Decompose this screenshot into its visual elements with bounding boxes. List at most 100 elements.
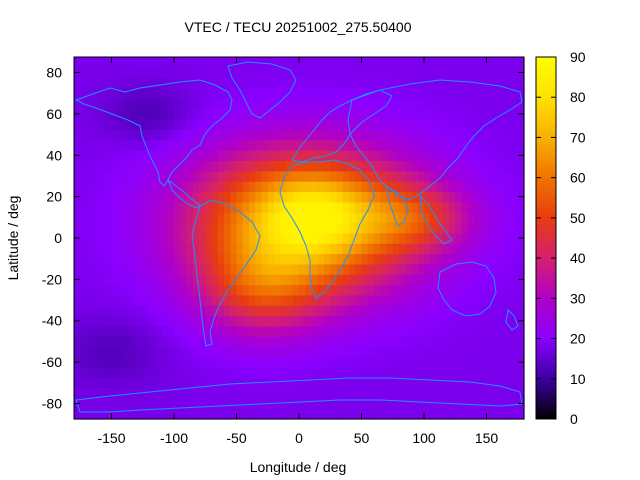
heatmap-cell xyxy=(430,88,438,99)
heatmap-cell xyxy=(292,191,300,203)
heatmap-cell xyxy=(161,387,169,399)
heatmap-cell xyxy=(180,170,188,182)
heatmap-cell xyxy=(455,57,463,68)
heatmap-cell xyxy=(117,346,125,358)
heatmap-cell xyxy=(449,408,456,420)
heatmap-cell xyxy=(355,305,363,317)
heatmap-cell xyxy=(305,263,313,275)
heatmap-cell xyxy=(311,377,319,389)
heatmap-cell xyxy=(280,377,288,389)
coast-europe xyxy=(291,89,393,163)
heatmap-cell xyxy=(174,129,181,141)
heatmap-cell xyxy=(505,88,513,99)
heatmap-cell xyxy=(261,274,269,286)
heatmap-cell xyxy=(317,408,325,420)
heatmap-cell xyxy=(317,191,325,203)
heatmap-cell xyxy=(105,232,113,244)
heatmap-cell xyxy=(192,201,200,213)
heatmap-cell xyxy=(261,346,269,358)
heatmap-cell xyxy=(305,108,313,120)
heatmap-cell xyxy=(367,336,375,348)
heatmap-cell xyxy=(474,253,481,265)
heatmap-cell xyxy=(374,160,381,172)
heatmap-cell xyxy=(105,325,113,337)
heatmap-cell xyxy=(80,315,88,327)
heatmap-cell xyxy=(436,129,444,141)
heatmap-cell xyxy=(80,67,88,79)
heatmap-cell xyxy=(186,57,194,68)
heatmap-cell xyxy=(74,387,81,399)
heatmap-cell xyxy=(186,119,194,130)
heatmap-cell xyxy=(130,57,138,68)
heatmap-cell xyxy=(211,294,219,306)
heatmap-cell xyxy=(349,191,356,203)
heatmap-cell xyxy=(211,336,219,348)
heatmap-cell xyxy=(417,77,425,89)
heatmap-cell xyxy=(342,284,350,296)
heatmap-cell xyxy=(74,243,81,255)
heatmap-cell xyxy=(186,108,194,120)
heatmap-cell xyxy=(242,284,250,296)
heatmap-cell xyxy=(80,398,88,410)
heatmap-cell xyxy=(417,160,425,172)
heatmap-cell xyxy=(474,108,481,120)
heatmap-cell xyxy=(274,212,281,224)
heatmap-cell xyxy=(80,232,88,244)
coast-asia xyxy=(347,79,523,201)
heatmap-cell xyxy=(105,274,113,286)
heatmap-cell xyxy=(299,305,306,317)
heatmap-cell xyxy=(467,150,475,162)
heatmap-cell xyxy=(511,325,519,337)
heatmap-cell xyxy=(417,170,425,182)
heatmap-cell xyxy=(492,398,500,410)
heatmap-cell xyxy=(355,294,363,306)
heatmap-cell xyxy=(299,294,306,306)
heatmap-cell xyxy=(192,284,200,296)
heatmap-cell xyxy=(311,57,319,68)
heatmap-cell xyxy=(361,294,369,306)
heatmap-cell xyxy=(324,356,331,368)
heatmap-cell xyxy=(430,160,438,172)
heatmap-cell xyxy=(186,201,194,213)
heatmap-cell xyxy=(74,305,81,317)
heatmap-cell xyxy=(180,274,188,286)
heatmap-cell xyxy=(136,377,144,389)
heatmap-cell xyxy=(192,139,200,151)
x-tick-label: -100 xyxy=(160,430,188,446)
heatmap-cell xyxy=(86,253,94,265)
heatmap-cell xyxy=(349,294,356,306)
heatmap-cell xyxy=(305,387,313,399)
heatmap-cell xyxy=(336,305,344,317)
heatmap-cell xyxy=(305,181,313,193)
heatmap-cell xyxy=(180,67,188,79)
heatmap-cell xyxy=(124,356,131,368)
heatmap-cell xyxy=(124,377,131,389)
heatmap-cell xyxy=(374,77,381,89)
heatmap-cell xyxy=(211,67,219,79)
heatmap-cell xyxy=(217,377,225,389)
heatmap-cell xyxy=(417,398,425,410)
heatmap-cell xyxy=(236,77,244,89)
heatmap-cell xyxy=(467,201,475,213)
heatmap-cell xyxy=(442,284,450,296)
heatmap-cell xyxy=(105,77,113,89)
heatmap-cell xyxy=(186,408,194,420)
heatmap-cell xyxy=(392,181,400,193)
heatmap-cell xyxy=(367,67,375,79)
heatmap-cell xyxy=(236,315,244,327)
heatmap-cell xyxy=(411,387,419,399)
heatmap-cell xyxy=(436,88,444,99)
heatmap-cell xyxy=(236,222,244,234)
heatmap-cell xyxy=(130,305,138,317)
heatmap-cell xyxy=(80,253,88,265)
heatmap-cell xyxy=(317,243,325,255)
heatmap-cell xyxy=(205,212,213,224)
heatmap-cell xyxy=(192,160,200,172)
heatmap-cell xyxy=(224,398,231,410)
heatmap-cell xyxy=(380,387,388,399)
heatmap-cell xyxy=(505,129,513,141)
heatmap-cell xyxy=(411,356,419,368)
heatmap-cell xyxy=(480,67,488,79)
heatmap-cell xyxy=(361,284,369,296)
heatmap-cell xyxy=(342,315,350,327)
